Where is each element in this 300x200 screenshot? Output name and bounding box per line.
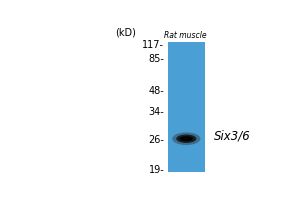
Text: 26-: 26-	[148, 135, 164, 145]
Text: 85-: 85-	[148, 54, 164, 64]
Text: 117-: 117-	[142, 40, 164, 50]
Ellipse shape	[172, 132, 200, 145]
Text: 19-: 19-	[148, 165, 164, 175]
Text: Six3/6: Six3/6	[214, 129, 251, 142]
Text: Rat muscle: Rat muscle	[164, 31, 206, 40]
Bar	[168, 42, 205, 172]
Text: 48-: 48-	[148, 86, 164, 96]
Text: (kD): (kD)	[116, 28, 136, 38]
Ellipse shape	[180, 136, 193, 141]
Text: 34-: 34-	[148, 107, 164, 117]
Ellipse shape	[176, 134, 196, 143]
